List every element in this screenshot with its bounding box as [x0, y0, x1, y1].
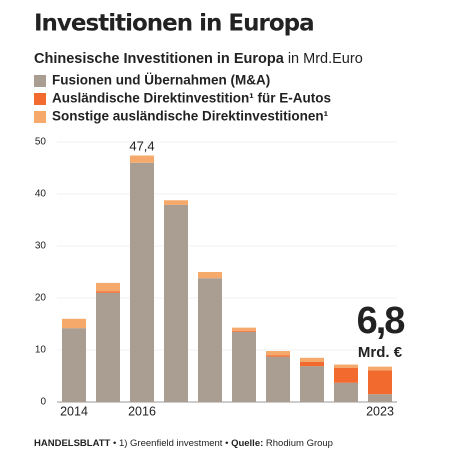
bar-segment — [266, 351, 290, 356]
bar-segment — [334, 382, 358, 402]
bar-segment — [266, 355, 290, 357]
bar-segment — [300, 366, 324, 402]
bar-segment — [62, 318, 86, 329]
bar-segment — [266, 356, 290, 402]
chart-title: Investitionen in Europa — [34, 11, 314, 37]
legend-swatch — [34, 93, 46, 105]
bar-segment — [198, 278, 222, 402]
bar-segment — [96, 292, 120, 402]
bar-segment — [368, 370, 392, 395]
unit: in Mrd.Euro — [288, 51, 363, 67]
legend-swatch — [34, 75, 46, 87]
bar-segment — [232, 331, 256, 402]
subtitle-line: Chinesische Investitionen in Europa in M… — [34, 51, 363, 67]
y-tick-label: 50 — [35, 137, 47, 148]
bar-segment — [232, 327, 256, 331]
bar-segment — [130, 162, 154, 402]
legend-label: Ausländische Direktinvestition¹ für E-Au… — [52, 91, 331, 106]
bar-segment — [334, 364, 358, 368]
annotation-unit: Mrd. € — [358, 344, 403, 361]
footer-brand: HANDELSBLATT — [34, 438, 111, 449]
bar-segment — [368, 366, 392, 371]
bar-segment — [368, 394, 392, 402]
footer: HANDELSBLATT • 1) Greenfield investment … — [34, 438, 333, 449]
footer-source: Rhodium Group — [266, 438, 333, 449]
footer-source-label: Quelle: — [231, 438, 263, 449]
bar-segment — [62, 328, 86, 402]
y-tick-label: 10 — [35, 345, 47, 356]
bar-segment — [96, 282, 120, 292]
bar-segment — [334, 367, 358, 383]
annotation: 47,4 — [129, 138, 154, 153]
y-tick-label: 20 — [35, 293, 47, 304]
y-tick-label: 40 — [35, 189, 47, 200]
bar-segment — [198, 272, 222, 279]
y-tick-label: 0 — [40, 397, 46, 408]
x-tick-label: 2014 — [60, 404, 88, 418]
legend-swatch — [34, 111, 46, 123]
annotation-big: 6,8 — [357, 300, 405, 342]
x-tick-label: 2016 — [128, 404, 156, 418]
subtitle: Chinesische Investitionen in Europa — [34, 51, 285, 67]
bar-segment — [164, 200, 188, 205]
x-tick-label: 2023 — [366, 404, 394, 418]
bar-segment — [96, 291, 120, 293]
bar-segment — [300, 357, 324, 362]
bar-segment — [130, 155, 154, 163]
legend-label: Fusionen und Übernahmen (M&A) — [52, 73, 270, 88]
legend-label: Sonstige ausländische Direktinvestitione… — [52, 109, 329, 124]
y-tick-label: 30 — [35, 241, 47, 252]
bar-segment — [164, 204, 188, 402]
bar-segment — [300, 361, 324, 367]
footer-note: • 1) Greenfield investment • — [113, 438, 228, 449]
bar-segment — [232, 330, 256, 332]
